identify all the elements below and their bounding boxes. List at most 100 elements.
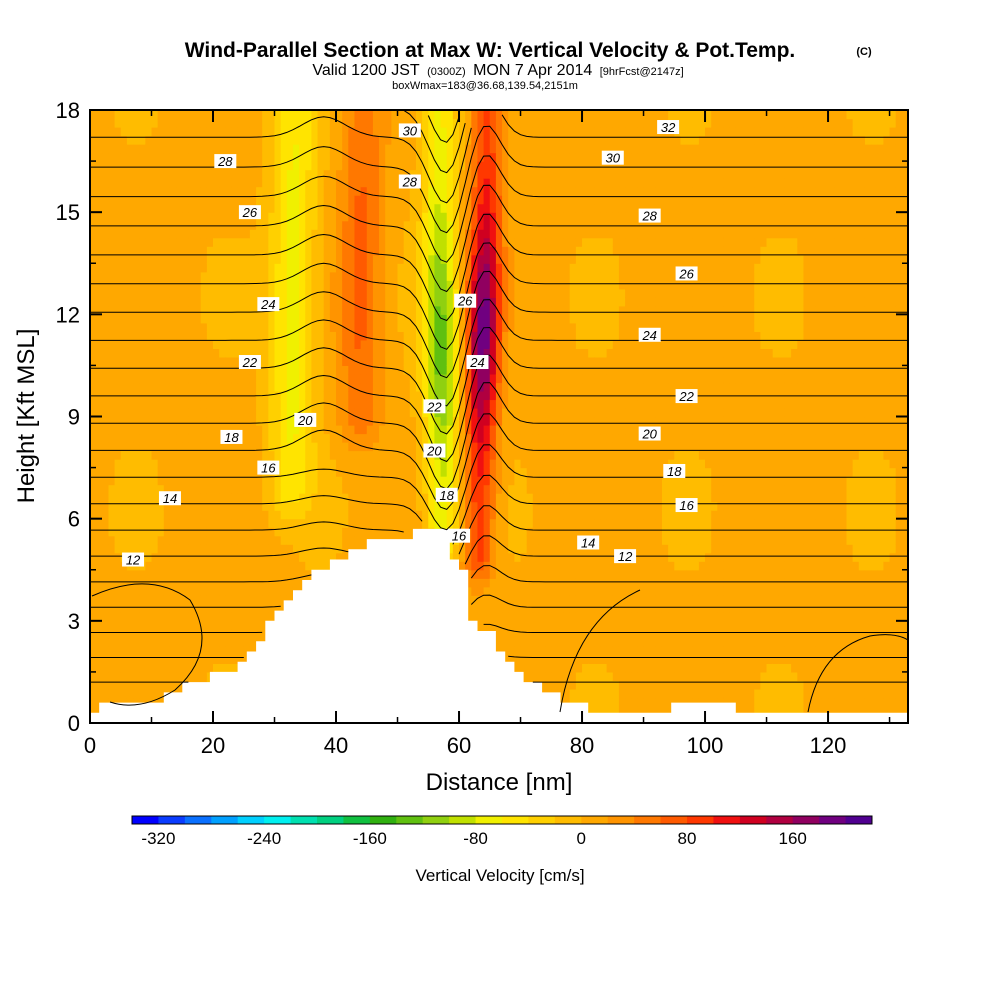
velocity-cell — [169, 501, 177, 511]
velocity-cell — [348, 161, 356, 171]
velocity-cell — [440, 459, 448, 469]
velocity-cell — [151, 220, 159, 230]
velocity-cell — [379, 135, 386, 145]
velocity-cell — [323, 220, 331, 230]
velocity-cell — [219, 637, 226, 647]
velocity-cell — [329, 348, 337, 358]
velocity-cell — [508, 297, 515, 307]
velocity-cell — [194, 161, 202, 171]
velocity-cell — [268, 178, 276, 188]
velocity-cell — [96, 425, 103, 435]
velocity-cell — [243, 195, 251, 205]
velocity-cell — [342, 442, 349, 452]
velocity-cell — [243, 544, 251, 554]
velocity-cell — [292, 152, 300, 162]
velocity-cell — [151, 493, 159, 503]
velocity-cell — [163, 297, 171, 307]
velocity-cell — [256, 263, 263, 273]
velocity-cell — [280, 186, 288, 196]
velocity-cell — [415, 237, 423, 247]
velocity-cell — [225, 484, 233, 494]
velocity-cell — [206, 603, 214, 613]
velocity-cell — [268, 476, 276, 486]
velocity-cell — [489, 544, 497, 554]
velocity-cell — [305, 365, 313, 375]
velocity-cell — [90, 195, 97, 205]
velocity-cell — [280, 118, 288, 128]
velocity-cell — [299, 459, 306, 469]
velocity-cell — [366, 399, 374, 409]
velocity-cell — [200, 586, 208, 596]
velocity-cell — [489, 501, 497, 511]
velocity-cell — [108, 450, 116, 460]
velocity-cell — [96, 671, 103, 682]
velocity-cell — [360, 425, 368, 435]
velocity-cell — [434, 237, 442, 247]
velocity-cell — [379, 459, 386, 469]
velocity-cell — [157, 212, 165, 222]
velocity-cell — [133, 305, 140, 315]
velocity-cell — [274, 254, 282, 264]
velocity-cell — [169, 271, 177, 281]
velocity-cell — [305, 161, 313, 171]
velocity-cell — [243, 288, 251, 298]
velocity-cell — [336, 246, 343, 256]
velocity-cell — [403, 493, 411, 503]
velocity-cell — [114, 697, 122, 707]
velocity-cell — [348, 348, 356, 358]
velocity-cell — [305, 246, 313, 256]
velocity-cell — [120, 144, 128, 154]
velocity-cell — [440, 152, 448, 162]
velocity-cell — [280, 288, 288, 298]
velocity-cell — [489, 365, 497, 375]
velocity-cell — [317, 365, 325, 375]
velocity-cell — [483, 271, 491, 281]
velocity-cell — [96, 416, 103, 426]
velocity-cell — [163, 433, 171, 443]
velocity-cell — [360, 339, 368, 349]
velocity-cell — [508, 118, 515, 128]
velocity-cell — [90, 152, 97, 162]
velocity-cell — [428, 373, 436, 384]
velocity-cell — [299, 254, 306, 264]
velocity-cell — [434, 297, 442, 307]
velocity-cell — [206, 263, 214, 273]
velocity-cell — [188, 382, 196, 392]
velocity-cell — [114, 178, 122, 188]
velocity-cell — [379, 518, 386, 528]
velocity-cell — [305, 348, 313, 358]
velocity-cell — [243, 459, 251, 469]
velocity-cell — [145, 467, 153, 477]
velocity-cell — [372, 229, 380, 239]
velocity-cell — [231, 518, 239, 528]
velocity-cell — [446, 169, 454, 179]
velocity-cell — [471, 442, 479, 452]
velocity-cell — [262, 450, 269, 460]
velocity-cell — [139, 399, 146, 409]
velocity-cell — [268, 288, 276, 298]
velocity-cell — [256, 578, 263, 588]
velocity-cell — [151, 271, 159, 281]
velocity-cell — [139, 697, 146, 707]
velocity-cell — [194, 288, 202, 298]
velocity-cell — [231, 459, 239, 469]
velocity-cell — [231, 467, 239, 477]
velocity-cell — [317, 331, 325, 341]
velocity-cell — [440, 322, 448, 332]
velocity-cell — [305, 544, 313, 554]
velocity-cell — [145, 110, 153, 120]
velocity-cell — [508, 288, 515, 298]
velocity-cell — [213, 195, 220, 205]
velocity-cell — [336, 501, 343, 511]
velocity-cell — [502, 595, 509, 605]
velocity-cell — [90, 518, 97, 528]
velocity-cell — [268, 390, 276, 401]
velocity-cell — [379, 501, 386, 511]
velocity-cell — [237, 552, 245, 562]
velocity-cell — [385, 467, 392, 477]
velocity-cell — [206, 476, 214, 486]
velocity-cell — [477, 135, 485, 145]
velocity-cell — [495, 297, 503, 307]
velocity-cell — [139, 603, 146, 613]
velocity-cell — [145, 263, 153, 273]
